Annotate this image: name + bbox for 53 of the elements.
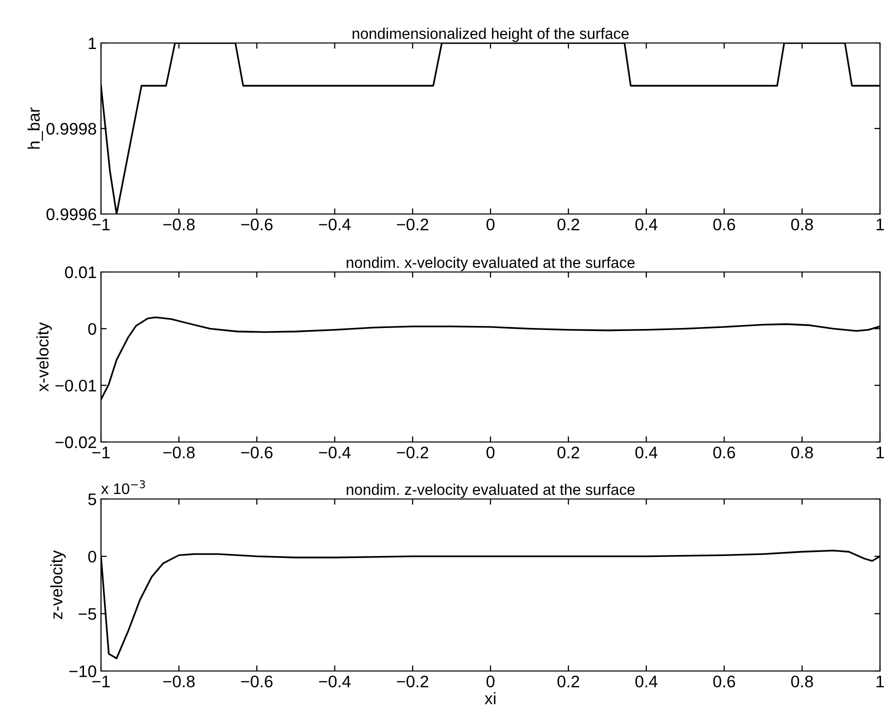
x-tick-label: −0.4 bbox=[319, 446, 351, 458]
y-tick-label: 0.9998 bbox=[46, 122, 96, 135]
x-tick-label: 0.8 bbox=[791, 446, 813, 458]
y-tick-label: 0 bbox=[88, 323, 96, 335]
x-tick-label: 0.4 bbox=[635, 446, 658, 458]
x-tick-label: 0.2 bbox=[557, 676, 580, 688]
x-tick-label: 0 bbox=[486, 446, 494, 458]
x-tick-label: −0.8 bbox=[163, 446, 195, 458]
x-tick-label: −0.2 bbox=[396, 218, 428, 230]
y-tick-label: 0.9996 bbox=[46, 208, 96, 220]
x-tick-label: 1 bbox=[876, 446, 884, 458]
x-tick-label: 0.2 bbox=[557, 218, 580, 230]
y-axis-title: x-velocity bbox=[36, 322, 52, 392]
text: x 10$^{−3}$ bbox=[101, 480, 145, 494]
x-tick-label: 0.4 bbox=[635, 676, 658, 688]
x-tick-label: 1 bbox=[876, 218, 884, 230]
line-series bbox=[101, 43, 880, 214]
x-tick-label: 0.8 bbox=[791, 676, 813, 688]
chart-title: nondim. x-velocity evaluated at the surface bbox=[346, 256, 635, 272]
x-tick-label: −1 bbox=[92, 676, 110, 688]
y-tick-label: −0.01 bbox=[55, 380, 96, 392]
y-tick-label: 1 bbox=[88, 38, 96, 50]
x-tick-label: 0 bbox=[486, 676, 494, 688]
y-tick-label: −5 bbox=[78, 608, 96, 620]
x-tick-label: −0.2 bbox=[396, 446, 428, 458]
x-tick-label: 1 bbox=[876, 676, 884, 688]
x-tick-label: 0.6 bbox=[713, 218, 736, 230]
y-axis-title: h_bar bbox=[28, 107, 43, 149]
x-tick-label: 0.8 bbox=[791, 218, 813, 230]
y-tick-label: −10 bbox=[69, 665, 96, 678]
x-tick-label: 0.2 bbox=[557, 446, 580, 458]
y-axis-title: z-velocity bbox=[50, 550, 66, 620]
x-tick-label: −0.2 bbox=[396, 676, 428, 688]
chart-title: nondimensionalized height of the surface bbox=[352, 28, 629, 42]
y-tick-label: 0.01 bbox=[65, 266, 96, 278]
x-tick-label: −0.6 bbox=[241, 676, 273, 688]
y-tick-label: −0.02 bbox=[55, 436, 96, 448]
x-tick-label: −0.8 bbox=[163, 218, 195, 230]
y-tick-label: 5 bbox=[88, 494, 96, 506]
y-tick-label: 0 bbox=[88, 550, 96, 563]
x-tick-label: 0.6 bbox=[713, 676, 736, 688]
x-tick-label: −0.4 bbox=[319, 218, 351, 230]
x-tick-label: −0.4 bbox=[319, 676, 351, 688]
x-tick-label: −0.8 bbox=[163, 676, 195, 688]
x-tick-label: 0.6 bbox=[713, 446, 736, 458]
x-tick-label: −0.6 bbox=[241, 218, 273, 230]
x-tick-label: 0.4 bbox=[635, 218, 658, 230]
x-axis-title: xi bbox=[484, 692, 496, 704]
x-tick-label: −1 bbox=[92, 218, 110, 230]
chart-title: nondim. z-velocity evaluated at the surface bbox=[346, 484, 635, 498]
x-tick-label: 0 bbox=[486, 218, 494, 230]
x-tick-label: −1 bbox=[92, 446, 110, 458]
x-tick-label: −0.6 bbox=[241, 446, 273, 458]
